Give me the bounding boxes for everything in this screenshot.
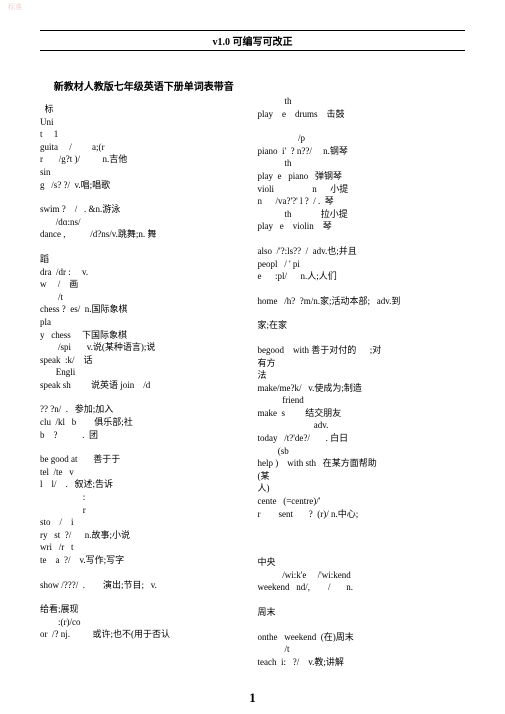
text-line: th 拉小提 — [258, 208, 466, 221]
text-line: clu /kl b 俱乐部;社 — [40, 416, 248, 429]
text-line: ?? ?n/ . 参加;加入 — [40, 403, 248, 416]
text-line: n /va?'?' l ? / . 琴 — [258, 195, 466, 208]
text-line: g /s? ?/ v.唱;唱歌 — [40, 179, 248, 192]
header-version: v1.0 可编写可改正 — [40, 33, 465, 51]
text-line: make/me?k/ v.使成为;制造 — [258, 382, 466, 395]
text-line — [258, 120, 466, 132]
text-line: teach i: ?/ v.教;讲解 — [258, 656, 466, 669]
text-line: ry st ?/ n.故事;小说 — [40, 529, 248, 542]
text-line: violi n 小提 — [258, 183, 466, 196]
text-line: help ) with sth 在某方面帮助 — [258, 457, 466, 470]
text-line: also /'?:ls?? / adv.也;并且 — [258, 245, 466, 258]
text-line: e :pl/ n.人;人们 — [258, 270, 466, 283]
text-line: Uni — [40, 116, 248, 129]
text-line — [258, 283, 466, 295]
text-line — [258, 532, 466, 544]
text-line: pla — [40, 316, 248, 329]
left-column: 新教材人教版七年级英语下册单词表带音 标Unit 1guita / a;(rr … — [40, 81, 248, 668]
text-line: sto / i — [40, 516, 248, 529]
text-line: 家;在家 — [258, 319, 466, 332]
text-line: dance , /d?ns/v.跳舞;n. 舞 — [40, 228, 248, 241]
text-line: 法 — [258, 369, 466, 382]
text-line — [258, 520, 466, 532]
text-line: today /t?'de?/ . 白日 — [258, 432, 466, 445]
text-line — [40, 567, 248, 579]
text-line — [40, 591, 248, 603]
text-line: r /g?t )/ n.吉他 — [40, 153, 248, 166]
text-line: chess ? es/ n.国际象棋 — [40, 303, 248, 316]
text-line: friend — [258, 394, 466, 407]
text-line: r — [40, 504, 248, 517]
text-line — [40, 191, 248, 203]
text-line — [40, 441, 248, 453]
text-line: tel /te v — [40, 466, 248, 479]
text-line: 给看;展现 — [40, 603, 248, 616]
text-line — [40, 241, 248, 253]
text-line: home /h? ?m/n.家;活动本部; adv.到 — [258, 295, 466, 308]
text-line: l l/ . 叙述;告诉 — [40, 478, 248, 491]
page-container: v1.0 可编写可改正 新教材人教版七年级英语下册单词表带音 标Unit 1gu… — [0, 0, 505, 714]
text-line — [258, 233, 466, 245]
text-line: 有方 — [258, 357, 466, 370]
text-line: speak sh 说英语 join /d — [40, 379, 248, 392]
text-line: : — [40, 491, 248, 504]
text-line: te a ?/ v.写作;写字 — [40, 554, 248, 567]
text-line: /t — [258, 643, 466, 656]
text-line: /t — [40, 291, 248, 304]
text-line: play e drums 击鼓 — [258, 108, 466, 121]
text-line: play e violin 琴 — [258, 220, 466, 233]
right-column: thplay e drums 击鼓 /ppiano i' ? n??/ n.钢琴… — [258, 81, 466, 668]
text-line — [258, 544, 466, 556]
text-line: 人) — [258, 482, 466, 495]
text-line: /p — [258, 132, 466, 145]
text-line: speak :k/ 话 — [40, 354, 248, 367]
text-line: 周末 — [258, 606, 466, 619]
text-line — [258, 619, 466, 631]
text-line: 标 — [40, 103, 248, 116]
text-line: /spi v.说(某种语言);说 — [40, 341, 248, 354]
document-title: 新教材人教版七年级英语下册单词表带音 — [40, 81, 248, 95]
text-line: /dɑ:ns/ — [40, 216, 248, 229]
text-line: or /? nj. 或许;也不(用于否认 — [40, 628, 248, 641]
text-line: adv. — [258, 419, 466, 432]
text-line: cente (=centre)/' — [258, 495, 466, 508]
text-line: 中央 — [258, 556, 466, 569]
text-line: (某 — [258, 470, 466, 483]
text-line: peopl / ' pi — [258, 258, 466, 271]
header-top-rule — [40, 30, 465, 31]
text-line: onthe weekend (在)周末 — [258, 631, 466, 644]
text-line: weekend nd/, / n. — [258, 581, 466, 594]
text-line — [258, 307, 466, 319]
text-line: be good at 善于于 — [40, 453, 248, 466]
text-line: sin — [40, 166, 248, 179]
text-line: t 1 — [40, 128, 248, 141]
text-line: 蹈 — [40, 253, 248, 266]
text-line: :(r)/co — [40, 616, 248, 629]
text-line: dra /dr : v. — [40, 266, 248, 279]
text-line: piano i' ? n??/ n.钢琴 — [258, 145, 466, 158]
text-line: y chess 下国际象棋 — [40, 329, 248, 342]
text-line: wri /r t — [40, 541, 248, 554]
text-line: /wi:k'e /'wi:kend — [258, 569, 466, 582]
text-line: show /???/ . 演出;节目; v. — [40, 579, 248, 592]
text-line: th — [258, 95, 466, 108]
text-line: begood with 善于对付的 ;对 — [258, 344, 466, 357]
text-line — [40, 391, 248, 403]
text-line: b ? . 团 — [40, 429, 248, 442]
text-line: play e piano 弹钢琴 — [258, 170, 466, 183]
text-line: Engli — [40, 366, 248, 379]
content-columns: 新教材人教版七年级英语下册单词表带音 标Unit 1guita / a;(rr … — [40, 81, 465, 668]
text-line — [258, 332, 466, 344]
text-line: w / 画 — [40, 278, 248, 291]
text-line: make s 结交朋友 — [258, 407, 466, 420]
page-number: 1 — [0, 690, 505, 706]
text-line: (sb — [258, 445, 466, 458]
text-line — [258, 594, 466, 606]
text-line: r sent ? (r)/ n.中心; — [258, 508, 466, 521]
text-line: guita / a;(r — [40, 141, 248, 154]
text-line: swim ? / . &n.游泳 — [40, 203, 248, 216]
text-line: th — [258, 157, 466, 170]
